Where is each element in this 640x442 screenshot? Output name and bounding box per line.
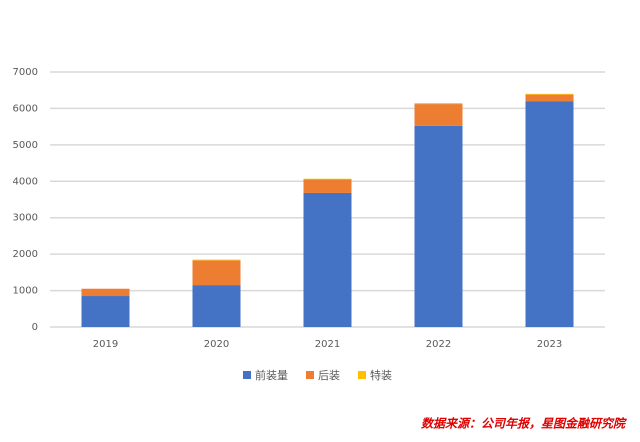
bar-segment	[414, 104, 463, 126]
y-tick-label: 7000	[13, 67, 38, 78]
y-tick-label: 1000	[13, 286, 38, 297]
x-tick-label: 2021	[315, 339, 340, 350]
x-tick-label: 2019	[93, 339, 118, 350]
bar-segment	[525, 101, 574, 328]
bar-segment	[525, 94, 574, 102]
bar-segment	[303, 192, 352, 327]
legend-swatch	[243, 371, 251, 379]
bar-segment	[192, 285, 241, 327]
bar-segment	[303, 178, 352, 180]
legend-swatch	[306, 371, 314, 379]
y-tick-label: 6000	[13, 103, 38, 114]
y-tick-label: 0	[32, 322, 38, 333]
legend-label: 特装	[370, 368, 392, 382]
y-tick-label: 4000	[13, 176, 38, 187]
bar-segment	[303, 179, 352, 193]
x-tick-label: 2020	[204, 339, 229, 350]
y-tick-label: 3000	[13, 213, 38, 224]
bar-segment	[414, 103, 463, 105]
x-tick-label: 2022	[426, 339, 451, 350]
bar-segment	[414, 125, 463, 328]
x-tick-label: 2023	[537, 339, 562, 350]
legend-swatch	[358, 371, 366, 379]
y-tick-label: 2000	[13, 249, 38, 260]
bar-segment	[81, 296, 130, 327]
y-tick-label: 5000	[13, 140, 38, 151]
bar-segment	[192, 260, 241, 286]
bar-segment	[525, 93, 574, 95]
bar-segment	[81, 288, 130, 297]
bar-segment	[192, 259, 241, 261]
legend-label: 前装量	[255, 368, 288, 382]
legend-label: 后装	[318, 369, 340, 382]
source-note: 数据来源：公司年报，星图金融研究院	[421, 417, 627, 431]
